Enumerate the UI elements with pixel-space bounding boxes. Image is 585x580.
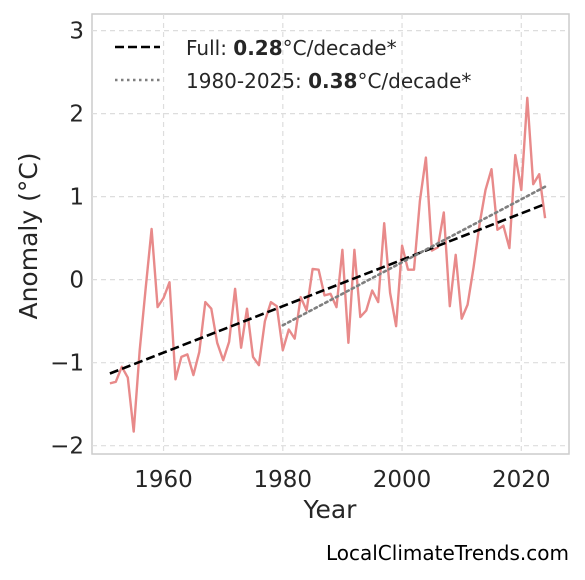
legend-1980-suffix: °C/decade* bbox=[357, 69, 471, 93]
legend-1980-prefix: 1980-2025: bbox=[186, 69, 308, 93]
legend-1980-value: 0.38 bbox=[308, 69, 357, 93]
x-tick-label: 1960 bbox=[134, 467, 193, 493]
y-tick-label: −1 bbox=[50, 351, 84, 377]
x-tick-label: 2020 bbox=[492, 467, 551, 493]
legend-full-value: 0.28 bbox=[233, 36, 282, 60]
tick-labels: 1960 1980 2000 2020 −2 −1 0 1 2 3 bbox=[50, 19, 550, 493]
grid-lines bbox=[92, 14, 569, 454]
x-axis-label: Year bbox=[303, 495, 358, 524]
y-tick-label: 2 bbox=[69, 102, 84, 128]
plot-frame bbox=[91, 13, 570, 455]
credit-text: LocalClimateTrends.com bbox=[326, 541, 569, 565]
legend-full-suffix: °C/decade* bbox=[283, 36, 397, 60]
y-tick-label: −2 bbox=[50, 434, 84, 460]
series-line-annual-anomaly bbox=[109, 96, 547, 433]
y-tick-label: 3 bbox=[69, 19, 84, 45]
y-axis-label: Anomaly (°C) bbox=[14, 152, 43, 319]
x-tick-label: 2000 bbox=[373, 467, 432, 493]
series-line-1980-2025-trend bbox=[281, 185, 547, 327]
legend: Full: 0.28°C/decade* 1980-2025: 0.38°C/d… bbox=[115, 36, 471, 93]
legend-entry-full: Full: 0.28°C/decade* bbox=[186, 36, 397, 60]
legend-entry-1980-2025: 1980-2025: 0.38°C/decade* bbox=[186, 69, 471, 93]
y-tick-label: 0 bbox=[69, 268, 84, 294]
x-tick-label: 1980 bbox=[254, 467, 313, 493]
series-layer bbox=[109, 96, 547, 433]
legend-full-prefix: Full: bbox=[186, 36, 233, 60]
y-tick-label: 1 bbox=[69, 185, 84, 211]
